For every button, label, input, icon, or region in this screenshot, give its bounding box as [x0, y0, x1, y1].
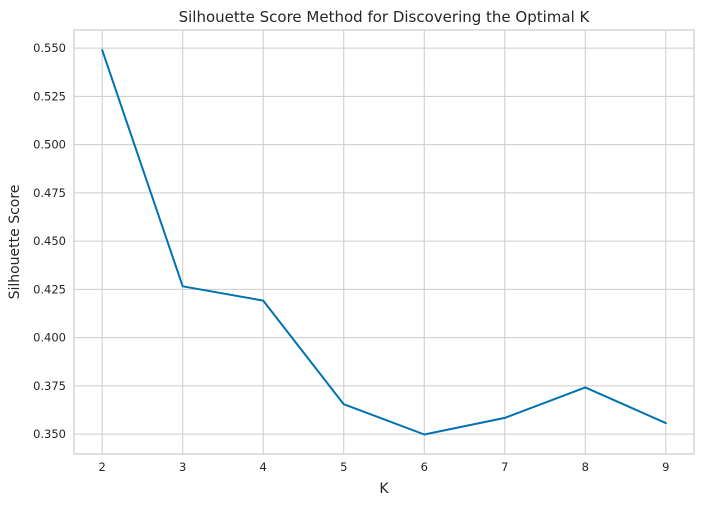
x-tick-label: 2 [99, 460, 106, 474]
series-layer [101, 49, 667, 436]
y-tick-label: 0.400 [33, 331, 66, 345]
chart-title: Silhouette Score Method for Discovering … [179, 8, 591, 26]
y-tick-label: 0.450 [33, 234, 66, 248]
grid [74, 30, 694, 454]
y-axis-label: Silhouette Score [7, 185, 23, 300]
y-tick-label: 0.500 [33, 138, 66, 152]
x-axis-label: K [379, 481, 389, 497]
x-tick-label: 4 [260, 460, 267, 474]
x-tick-labels: 2 3 4 5 6 7 8 9 [99, 460, 670, 474]
x-tick-label: 8 [582, 460, 589, 474]
y-tick-label: 0.550 [33, 41, 66, 55]
x-tick-label: 7 [501, 460, 508, 474]
series-line [101, 49, 667, 436]
y-tick-labels: 0.350 0.375 0.400 0.425 0.450 0.475 0.500 0.525… [33, 41, 66, 441]
plot-frame [73, 29, 695, 455]
x-tick-label: 5 [340, 460, 347, 474]
y-tick-label: 0.350 [33, 427, 66, 441]
x-tick-label: 9 [662, 460, 669, 474]
y-tick-label: 0.475 [33, 186, 66, 200]
x-tick-label: 6 [421, 460, 428, 474]
y-tick-label: 0.375 [33, 379, 66, 393]
x-tick-label: 3 [179, 460, 186, 474]
y-tick-label: 0.425 [33, 282, 66, 296]
y-tick-label: 0.525 [33, 89, 66, 103]
